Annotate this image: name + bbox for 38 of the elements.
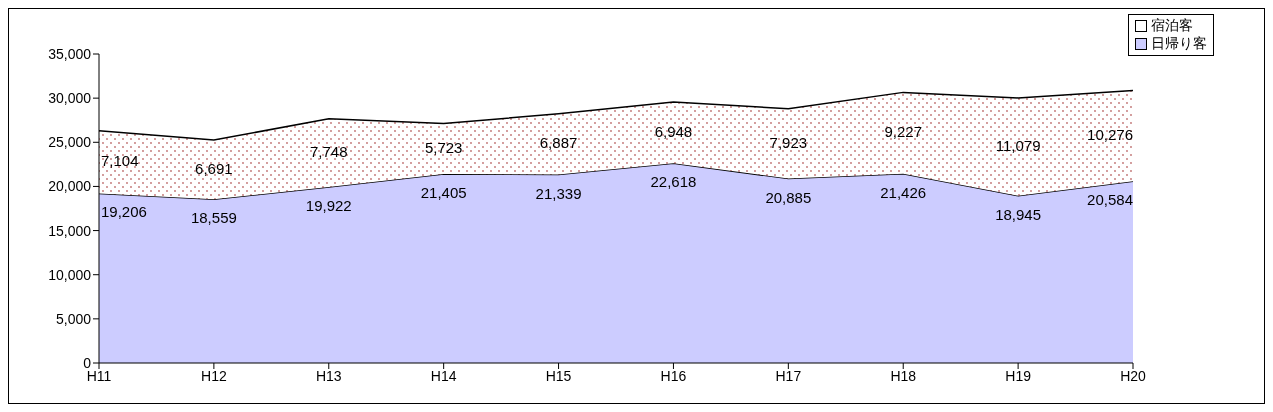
- x-tick-label: H18: [890, 367, 917, 384]
- y-tick-label: 5,000: [55, 310, 92, 327]
- data-label: 6,691: [195, 159, 233, 177]
- data-label: 21,405: [420, 183, 467, 201]
- data-label: 22,618: [650, 173, 697, 191]
- data-label: 5,723: [424, 138, 463, 156]
- data-label: 20,584: [1087, 191, 1133, 209]
- legend-label: 日帰り客: [1151, 35, 1207, 53]
- y-tick-label: 30,000: [48, 90, 92, 107]
- data-label: 19,922: [305, 197, 352, 215]
- y-tick-label: 15,000: [48, 222, 92, 239]
- y-tick-label: 20,000: [48, 178, 92, 195]
- data-label: 10,276: [1087, 125, 1133, 143]
- data-label: 6,948: [654, 122, 693, 140]
- data-label: 7,748: [310, 142, 348, 160]
- x-tick-label: H15: [545, 367, 572, 384]
- x-tick-label: H13: [315, 367, 342, 384]
- y-tick-label: 35,000: [48, 45, 92, 62]
- x-tick-label: H12: [201, 367, 227, 384]
- x-tick-label: H14: [430, 367, 457, 384]
- data-label: 20,885: [765, 188, 812, 206]
- data-label: 18,559: [190, 209, 237, 227]
- x-tick-label: H19: [1005, 367, 1032, 384]
- y-tick-label: 25,000: [48, 134, 92, 151]
- data-label: 19,206: [101, 203, 147, 221]
- data-label: 21,339: [535, 184, 582, 202]
- legend-label: 宿泊客: [1151, 17, 1193, 35]
- x-tick-label: H20: [1120, 367, 1147, 384]
- data-label: 7,923: [769, 133, 808, 151]
- y-tick-label: 10,000: [48, 266, 92, 283]
- data-label: 6,887: [539, 134, 578, 152]
- data-label: 7,104: [101, 152, 139, 170]
- x-tick-label: H16: [660, 367, 687, 384]
- data-label: 9,227: [884, 123, 922, 141]
- data-label: 11,079: [995, 136, 1041, 154]
- data-label: 18,945: [995, 205, 1042, 223]
- data-label: 21,426: [880, 183, 927, 201]
- x-tick-label: H17: [775, 367, 802, 384]
